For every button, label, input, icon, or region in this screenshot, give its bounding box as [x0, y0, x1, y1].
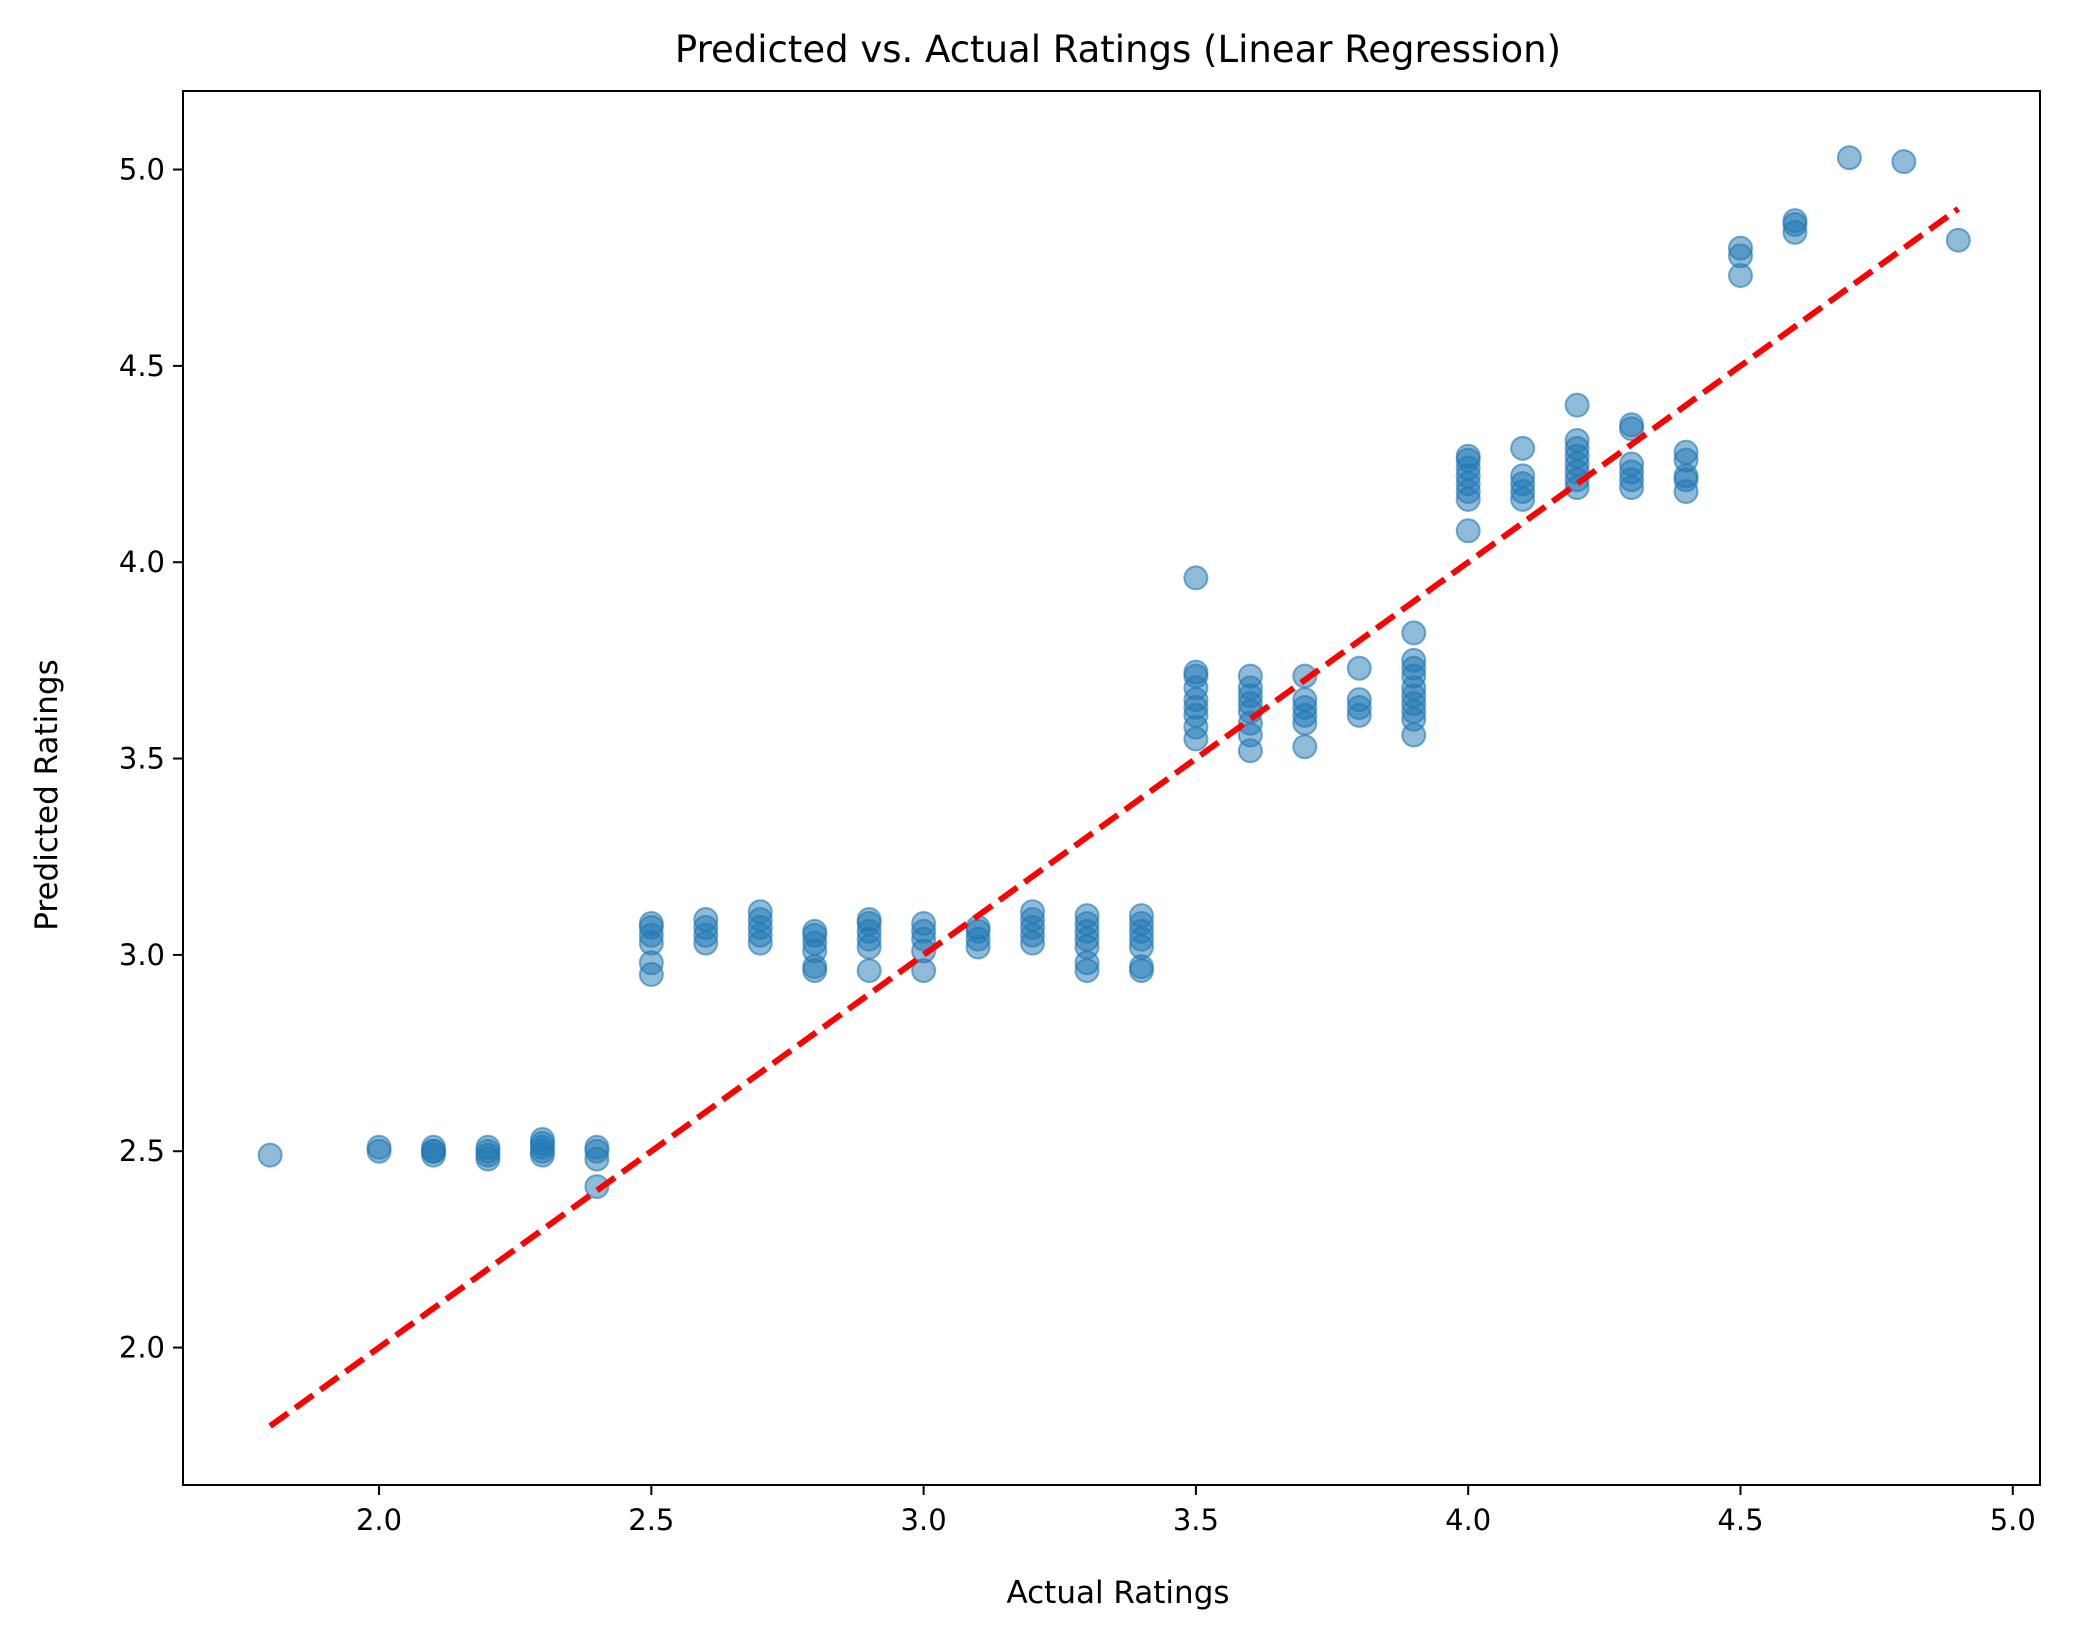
- scatter-point-131: [1564, 427, 1590, 453]
- scatter-point-101: [1346, 655, 1372, 681]
- scatter-point-10: [475, 1134, 501, 1160]
- y-tick-label-5: 4.5: [119, 349, 165, 383]
- scatter-point-2: [366, 1134, 392, 1160]
- x-axis-ticks: 2.0 2.5 3.0 3.5 4.0 4.5 5.0: [356, 1485, 2036, 1537]
- scatter-point-34: [747, 899, 773, 925]
- x-tick-label-1: 2.5: [628, 1503, 674, 1537]
- y-tick-label-4: 4.0: [119, 545, 165, 579]
- scatter-point-40: [802, 918, 828, 944]
- scatter-point-16: [584, 1174, 610, 1200]
- y-tick-label-6: 5.0: [119, 153, 165, 187]
- reference-line-layer: [268, 206, 1961, 1429]
- scatter-point-100: [1346, 687, 1372, 713]
- scatter-point-92: [1292, 734, 1318, 760]
- scatter-point-110: [1401, 647, 1427, 673]
- scatter-point-124: [1510, 435, 1536, 461]
- scatter-point-25: [638, 910, 664, 936]
- scatter-point-112: [1455, 518, 1481, 544]
- x-tick-label-0: 2.0: [356, 1503, 402, 1537]
- scatter-point-46: [856, 907, 882, 933]
- x-tick-label-2: 3.0: [901, 1503, 947, 1537]
- y-tick-label-1: 2.5: [119, 1134, 165, 1168]
- scatter-point-29: [693, 907, 719, 933]
- scatter-point-97: [1292, 663, 1318, 689]
- scatter-point-146: [1727, 235, 1753, 261]
- scatter-point-136: [1619, 451, 1645, 477]
- x-tick-label-4: 4.0: [1445, 1503, 1491, 1537]
- scatter-point-19: [584, 1134, 610, 1160]
- y-tick-label-0: 2.0: [119, 1331, 165, 1365]
- scatter-point-96: [1292, 687, 1318, 713]
- scatter-point-74: [1128, 903, 1154, 929]
- scatter-point-152: [1945, 227, 1971, 253]
- y-tick-label-2: 3.0: [119, 938, 165, 972]
- scatter-point-82: [1183, 659, 1209, 685]
- scatter-point-123: [1510, 463, 1536, 489]
- scatter-point-138: [1619, 412, 1645, 438]
- points-layer: [257, 145, 1971, 1200]
- scatter-point-91: [1237, 663, 1263, 689]
- y-tick-label-3: 3.5: [119, 742, 165, 776]
- plot-area-frame: [182, 90, 2041, 1486]
- scatter-point-41: [856, 958, 882, 984]
- scatter-point-67: [1074, 903, 1100, 929]
- x-tick-label-3: 3.5: [1173, 1503, 1219, 1537]
- scatter-point-132: [1564, 392, 1590, 418]
- scatter-point-83: [1183, 565, 1209, 591]
- scatter-point-119: [1455, 443, 1481, 469]
- scatter-point-111: [1401, 620, 1427, 646]
- scatter-point-150: [1836, 145, 1862, 171]
- scatter-point-6: [421, 1138, 446, 1164]
- y-axis-ticks: 2.0 2.5 3.0 3.5 4.0 4.5 5.0: [119, 153, 183, 1365]
- chart-title: Predicted vs. Actual Ratings (Linear Reg…: [675, 28, 1561, 71]
- x-tick-label-6: 5.0: [1990, 1503, 2036, 1537]
- x-axis-label: Actual Ratings: [1006, 1575, 1229, 1611]
- y-axis-label: Predicted Ratings: [29, 659, 65, 930]
- scatter-point-151: [1891, 149, 1917, 175]
- scatter-point-55: [965, 914, 991, 940]
- reference-line: [268, 206, 1961, 1429]
- scatter-point-143: [1673, 439, 1699, 465]
- x-tick-label-5: 4.5: [1717, 1503, 1763, 1537]
- scatter-point-15: [529, 1126, 555, 1152]
- scatter-point-60: [1020, 899, 1046, 925]
- scatter-point-149: [1782, 208, 1808, 234]
- scatter-point-0: [257, 1142, 283, 1168]
- scatter-point-51: [911, 910, 937, 936]
